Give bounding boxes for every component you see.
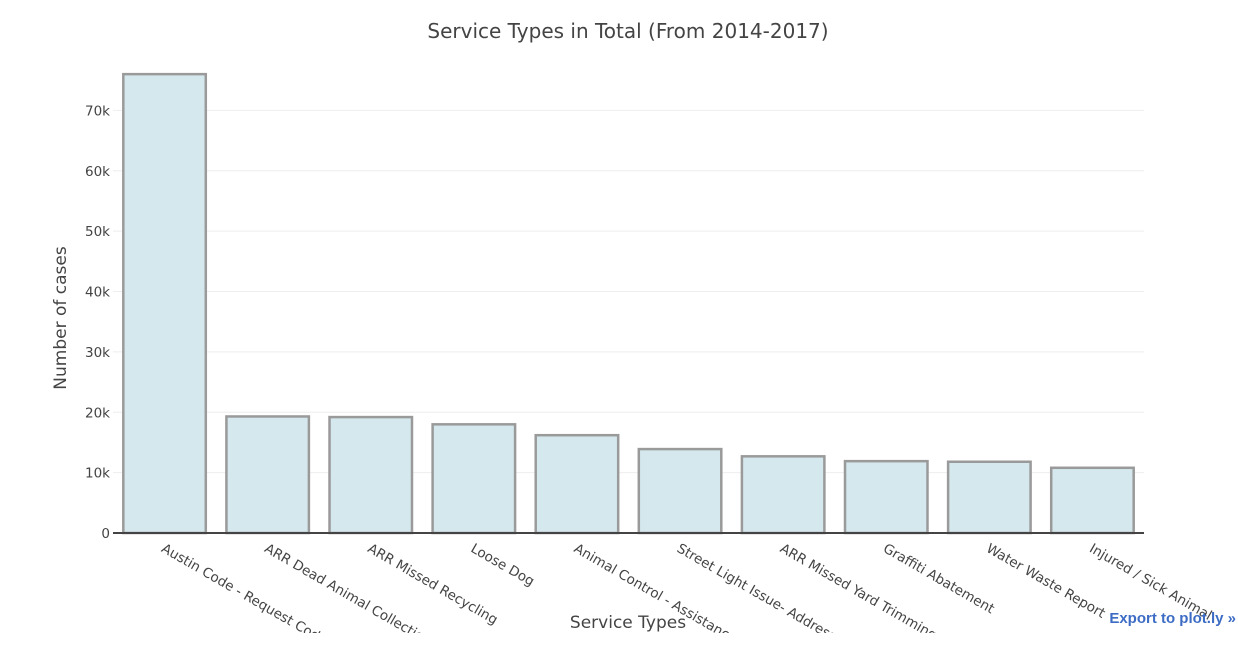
y-tick-label: 10k xyxy=(85,466,110,482)
bar xyxy=(637,447,723,535)
x-tick-label: ARR Dead Animal Collection xyxy=(262,541,434,650)
bar xyxy=(1049,466,1135,535)
x-axis-title: Service Types xyxy=(570,613,686,633)
y-tick-label: 30k xyxy=(85,345,110,361)
bar xyxy=(534,433,620,535)
y-tick-label: 70k xyxy=(85,103,110,119)
bar xyxy=(843,459,929,535)
bar xyxy=(740,455,826,535)
y-tick-label: 40k xyxy=(85,285,110,301)
gridlines xyxy=(113,109,1144,474)
y-axis-title: Number of cases xyxy=(51,246,71,390)
x-tick-label: ARR Missed Yard Trimmings xyxy=(777,541,946,648)
y-tick-label: 20k xyxy=(85,405,110,421)
x-tick-label: Austin Code - Request Code xyxy=(159,541,330,649)
bar xyxy=(225,415,311,535)
bars xyxy=(122,72,1135,535)
bar xyxy=(122,72,208,535)
y-tick-label: 50k xyxy=(85,224,110,240)
chart-title: Service Types in Total (From 2014-2017) xyxy=(427,19,828,43)
x-tick-label: Loose Dog xyxy=(468,541,537,590)
bar xyxy=(328,415,414,535)
bar xyxy=(431,423,517,535)
y-tick-label: 0 xyxy=(101,526,110,542)
y-axis-ticks: 0 10k 20k 30k 40k 50k 60k 70k xyxy=(85,103,110,542)
y-tick-label: 60k xyxy=(85,164,110,180)
bar xyxy=(946,460,1032,535)
export-to-plotly-link[interactable]: Export to plot.ly » xyxy=(1109,610,1236,627)
